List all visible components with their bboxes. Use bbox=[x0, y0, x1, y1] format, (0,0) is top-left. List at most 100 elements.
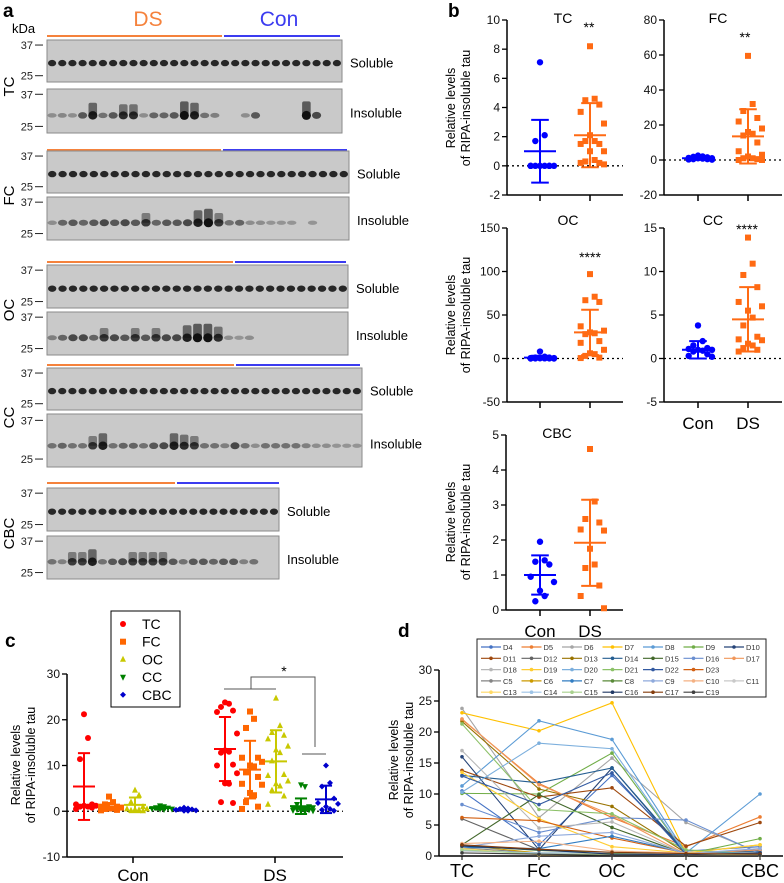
blot-band bbox=[141, 170, 151, 178]
legend-marker bbox=[691, 667, 696, 672]
x-category-label: OC bbox=[599, 861, 626, 881]
legend-entry: D21 bbox=[625, 666, 639, 675]
blot-band bbox=[240, 443, 250, 449]
data-point bbox=[582, 158, 589, 165]
data-point bbox=[532, 598, 539, 605]
blot-band bbox=[78, 219, 89, 226]
panel-letter-a: a bbox=[3, 1, 14, 22]
chart-b-oc: 150 100 50 0 -50 OC **** Relative levels of RIPA… bbox=[444, 212, 623, 409]
blot-band bbox=[229, 508, 238, 515]
y-tick-label: 50 bbox=[487, 308, 501, 322]
blot-band bbox=[78, 334, 88, 342]
data-point bbox=[577, 323, 584, 330]
legend-marker bbox=[120, 691, 126, 698]
chart-d: 30 25 20 15 10 5 0 Relative levels of RIPA-insol… bbox=[387, 638, 783, 881]
blot-band bbox=[68, 387, 77, 395]
blot-band bbox=[266, 170, 276, 178]
data-point bbox=[532, 137, 539, 145]
data-point bbox=[537, 834, 541, 838]
data-point bbox=[255, 754, 261, 761]
blot-band bbox=[251, 59, 260, 67]
data-point bbox=[740, 108, 747, 114]
data-point bbox=[735, 118, 742, 125]
blot-band bbox=[307, 285, 316, 292]
kda-marker-37: 37 bbox=[21, 368, 33, 380]
data-point bbox=[759, 303, 765, 310]
data-point bbox=[735, 157, 742, 163]
blot-band bbox=[108, 558, 118, 566]
blot-band bbox=[159, 387, 168, 395]
data-point bbox=[281, 731, 287, 738]
data-point bbox=[577, 339, 584, 346]
data-point bbox=[144, 805, 150, 812]
legend-entry: C8 bbox=[625, 677, 635, 686]
data-point bbox=[537, 826, 541, 830]
data-point bbox=[537, 741, 541, 745]
blot-band bbox=[250, 112, 261, 119]
blot-band bbox=[162, 285, 171, 292]
blot-band bbox=[120, 170, 130, 178]
blot-oc: 37 25 Soluble 37 25 Insoluble OC bbox=[1, 261, 408, 356]
blot-band bbox=[120, 285, 129, 292]
kda-marker-37: 37 bbox=[21, 536, 33, 548]
kda-marker-37: 37 bbox=[21, 415, 33, 427]
data-point bbox=[591, 561, 598, 568]
x-category-label: DS bbox=[263, 866, 287, 883]
data-point bbox=[591, 293, 598, 300]
significance-bracket bbox=[250, 676, 316, 747]
blot-band bbox=[231, 59, 240, 67]
blot-band bbox=[110, 219, 120, 227]
blot-band bbox=[118, 111, 128, 120]
blot-band bbox=[266, 220, 276, 225]
blot-band bbox=[322, 59, 331, 67]
kda-marker-37: 37 bbox=[21, 151, 33, 163]
data-point bbox=[541, 162, 548, 170]
y-tick-label: -10 bbox=[43, 850, 61, 864]
data-point bbox=[234, 730, 240, 737]
y-tick-label: 150 bbox=[480, 221, 500, 235]
blot-band bbox=[321, 443, 332, 449]
chart-b-fc: 80 60 40 20 0 -20 FC ** bbox=[640, 10, 782, 202]
blot-band bbox=[199, 508, 208, 515]
data-point bbox=[255, 773, 261, 780]
blot-band bbox=[108, 387, 118, 395]
kda-marker-25: 25 bbox=[21, 520, 33, 532]
blot-band bbox=[88, 508, 97, 515]
blot-band bbox=[58, 59, 67, 67]
legend-marker bbox=[570, 656, 574, 661]
blot-band bbox=[219, 508, 228, 515]
legend-entry: C16 bbox=[625, 688, 639, 697]
blot-band bbox=[256, 170, 265, 178]
legend-marker bbox=[529, 667, 534, 672]
blot-band bbox=[78, 112, 88, 119]
data-point bbox=[759, 157, 765, 163]
data-point bbox=[610, 701, 614, 705]
data-point bbox=[281, 792, 287, 799]
blot-band bbox=[77, 558, 87, 566]
blot-band bbox=[245, 220, 255, 226]
legend-entry: FC bbox=[142, 634, 161, 650]
kda-marker-25: 25 bbox=[21, 297, 33, 309]
blot-band bbox=[58, 170, 67, 178]
data-point bbox=[601, 527, 607, 534]
blot-band bbox=[130, 219, 141, 227]
legend-marker bbox=[651, 645, 655, 649]
blot-smear bbox=[193, 323, 202, 338]
data-point bbox=[610, 751, 614, 755]
data-point bbox=[735, 348, 742, 355]
data-point bbox=[226, 748, 232, 755]
data-point bbox=[460, 774, 464, 778]
significance-stars: ** bbox=[740, 29, 751, 45]
y-tick-label: 4 bbox=[492, 463, 499, 477]
y-tick-label: 0 bbox=[493, 352, 500, 366]
data-point bbox=[537, 728, 541, 733]
blot-band bbox=[200, 387, 209, 395]
blot-smear bbox=[204, 208, 213, 223]
data-point bbox=[277, 782, 283, 789]
blot-band bbox=[77, 443, 88, 449]
data-point bbox=[269, 757, 275, 764]
legend-marker bbox=[651, 679, 655, 683]
blot-band bbox=[193, 170, 203, 178]
data-point bbox=[89, 804, 95, 811]
